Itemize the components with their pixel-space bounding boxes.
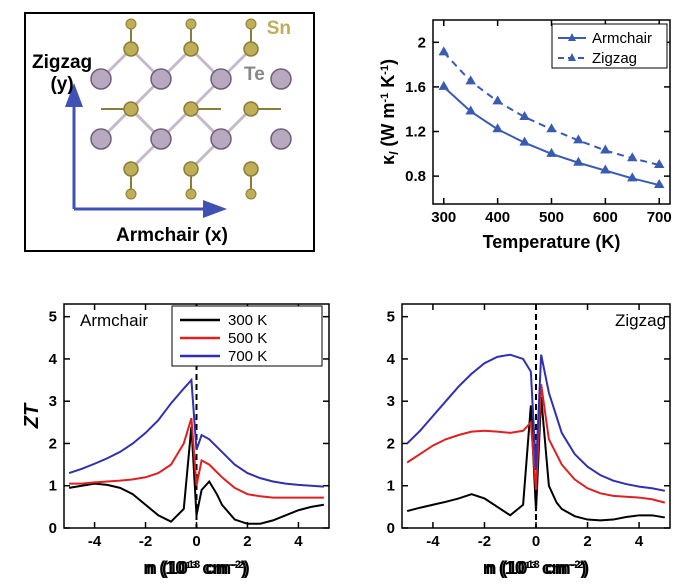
svg-text:0: 0 (532, 533, 540, 550)
panel-zt-armchair: -4-2024012345n (10¹³ cm⁻²)ZTArmchair300 … (24, 296, 334, 578)
svg-text:3: 3 (387, 393, 395, 410)
svg-text:1.6: 1.6 (405, 79, 426, 96)
svg-text:700: 700 (647, 209, 672, 226)
panel-kappa-vs-temp: 300 400 500 600 700 0.8 1.2 1.6 2 Temperature (K)… (378, 12, 675, 252)
svg-text:Zigzag: Zigzag (592, 50, 637, 67)
svg-text:-4: -4 (426, 533, 440, 550)
svg-text:500: 500 (539, 209, 564, 226)
svg-text:2: 2 (49, 435, 57, 452)
svg-text:2: 2 (243, 533, 251, 550)
svg-text:2: 2 (387, 435, 395, 452)
svg-text:5: 5 (387, 309, 395, 326)
kappa-chart-svg: 300 400 500 600 700 0.8 1.2 1.6 2 Temperature (K)… (378, 12, 675, 252)
svg-text:4: 4 (387, 351, 396, 368)
svg-text:-2: -2 (139, 533, 152, 550)
svg-text:300 K: 300 K (228, 312, 267, 329)
svg-text:400: 400 (485, 209, 510, 226)
svg-text:Zigzag: Zigzag (615, 311, 666, 330)
panel-zt-zigzag: -4-2024012345n (10¹³ cm⁻²)Zigzagn (1013 … (372, 296, 675, 578)
svg-text:2: 2 (418, 34, 426, 51)
svg-text:Armchair: Armchair (80, 311, 148, 330)
svg-text:500 K: 500 K (228, 330, 267, 347)
zt-zigzag-svg: -4-2024012345n (10¹³ cm⁻²)Zigzagn (1013 … (372, 296, 675, 578)
svg-text:4: 4 (294, 533, 303, 550)
svg-text:4: 4 (635, 533, 644, 550)
svg-text:700 K: 700 K (228, 348, 267, 365)
svg-text:600: 600 (593, 209, 618, 226)
svg-text:0: 0 (49, 520, 57, 537)
crystal-diagram-svg (26, 14, 313, 250)
svg-text:Temperature (K): Temperature (K) (483, 232, 621, 252)
svg-text:Armchair: Armchair (592, 30, 652, 47)
svg-text:1.2: 1.2 (405, 124, 426, 141)
te-atom-label: Te (244, 64, 265, 86)
panel-crystal-structure: Armchair (x) Zigzag(y) Sn Te (24, 12, 315, 252)
svg-text:1: 1 (387, 478, 395, 495)
armchair-axis-label: Armchair (x) (116, 225, 228, 247)
svg-text:2: 2 (583, 533, 591, 550)
svg-text:-4: -4 (88, 533, 102, 550)
svg-text:5: 5 (49, 309, 57, 326)
svg-text:300: 300 (431, 209, 456, 226)
svg-text:0: 0 (387, 520, 395, 537)
svg-text:4: 4 (49, 351, 58, 368)
zt-armchair-svg: -4-2024012345n (10¹³ cm⁻²)ZTArmchair300 … (24, 296, 334, 578)
svg-text:ZT: ZT (24, 402, 43, 429)
svg-text:0: 0 (192, 533, 200, 550)
svg-text:-2: -2 (478, 533, 491, 550)
svg-text:0.8: 0.8 (405, 168, 426, 185)
svg-text:3: 3 (49, 393, 57, 410)
svg-text:κl (W m-1 K-1): κl (W m-1 K-1) (378, 59, 401, 165)
zigzag-axis-label: Zigzag(y) (32, 52, 92, 96)
svg-text:1: 1 (49, 478, 57, 495)
sn-atom-label: Sn (267, 18, 291, 40)
